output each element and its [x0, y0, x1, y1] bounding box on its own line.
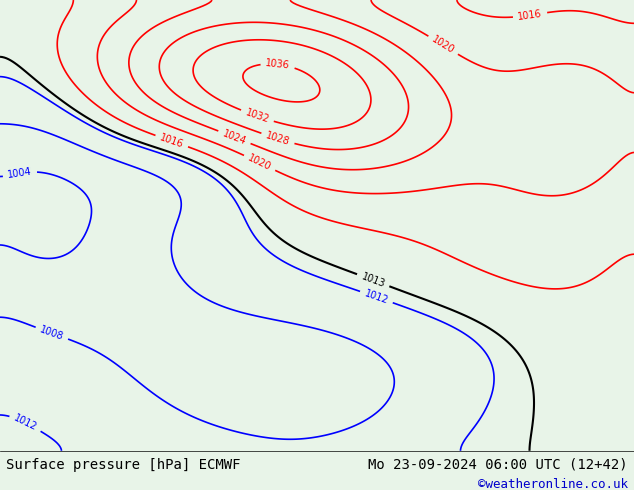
Text: 1016: 1016: [158, 132, 185, 150]
Text: 1004: 1004: [7, 167, 33, 180]
Text: 1036: 1036: [265, 58, 290, 71]
Text: 1012: 1012: [363, 288, 390, 306]
Text: 1012: 1012: [12, 413, 39, 433]
Text: 1008: 1008: [39, 324, 65, 342]
Text: 1032: 1032: [244, 107, 271, 125]
Text: ©weatheronline.co.uk: ©weatheronline.co.uk: [477, 478, 628, 490]
Text: 1016: 1016: [517, 8, 543, 22]
Text: Surface pressure [hPa] ECMWF: Surface pressure [hPa] ECMWF: [6, 458, 241, 471]
Text: 1020: 1020: [247, 153, 273, 172]
Text: 1013: 1013: [360, 271, 386, 289]
Text: 1024: 1024: [221, 128, 248, 147]
Text: Mo 23-09-2024 06:00 UTC (12+42): Mo 23-09-2024 06:00 UTC (12+42): [368, 458, 628, 471]
Text: 1028: 1028: [264, 130, 291, 147]
Text: 1020: 1020: [430, 34, 456, 56]
